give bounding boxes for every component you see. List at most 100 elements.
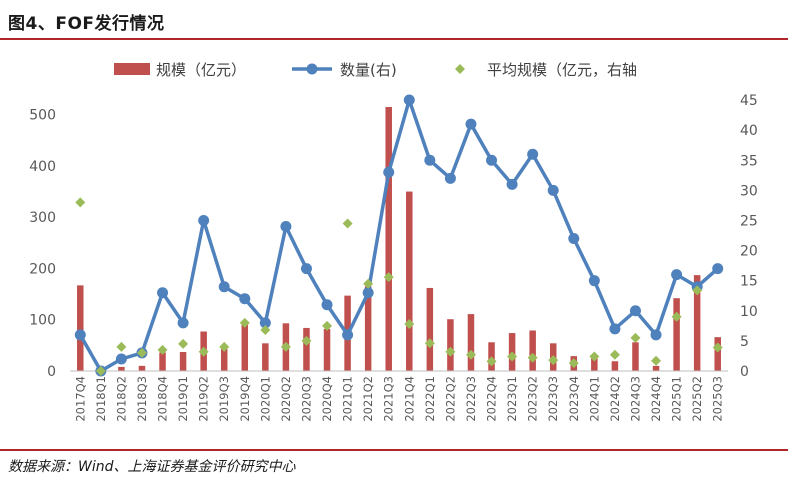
- line-series: [74, 94, 724, 377]
- x-tick-2021Q4: 2021Q4: [402, 376, 416, 422]
- count-point-2023Q2: [527, 148, 539, 160]
- bar-2021Q3: [385, 106, 392, 371]
- left-axis-tick-4: 400: [29, 159, 56, 175]
- scatter-series: [75, 197, 723, 376]
- legend-label-bar: 规模（亿元）: [156, 61, 246, 79]
- count-point-2017Q4: [74, 329, 86, 341]
- count-point-2022Q2: [444, 172, 456, 184]
- left-axis-tick-5: 500: [29, 108, 56, 124]
- x-tick-2022Q1: 2022Q1: [423, 376, 437, 422]
- count-point-2025Q3: [712, 263, 724, 275]
- right-axis-tick-0: 0: [740, 364, 749, 380]
- figure-title: 图4、FOF发行情况: [8, 14, 165, 34]
- x-tick-2025Q2: 2025Q2: [690, 376, 704, 422]
- count-point-2021Q4: [403, 94, 415, 106]
- legend-swatch-bar: [114, 63, 150, 75]
- avg-point-2024Q4: [651, 355, 662, 366]
- bar-2025Q1: [673, 298, 680, 371]
- avg-point-2023Q4: [568, 358, 579, 369]
- count-point-2019Q2: [198, 214, 210, 226]
- right-axis-tick-5: 25: [740, 213, 758, 229]
- count-point-2022Q3: [465, 118, 477, 130]
- x-tick-2017Q4: 2017Q4: [73, 376, 87, 422]
- x-tick-2022Q3: 2022Q3: [464, 376, 478, 422]
- count-point-2023Q3: [547, 184, 559, 196]
- count-point-2023Q4: [568, 233, 580, 245]
- x-tick-2024Q3: 2024Q3: [628, 376, 642, 422]
- bar-2024Q3: [632, 342, 639, 371]
- x-tick-2023Q3: 2023Q3: [546, 376, 560, 422]
- legend: 规模（亿元） 数量(右) 平均规模（亿元，右轴: [114, 61, 637, 79]
- x-tick-2022Q2: 2022Q2: [443, 376, 457, 422]
- left-axis-tick-1: 100: [29, 313, 56, 329]
- right-axis-tick-3: 15: [740, 274, 758, 290]
- bar-2017Q4: [77, 285, 84, 371]
- avg-point-2023Q2: [527, 352, 538, 363]
- avg-point-2024Q2: [609, 349, 620, 360]
- avg-point-2022Q4: [486, 356, 497, 367]
- count-point-2021Q1: [342, 329, 354, 341]
- avg-point-2020Q4: [322, 320, 333, 331]
- count-point-2024Q2: [609, 323, 621, 335]
- bar-2020Q1: [262, 343, 269, 371]
- x-tick-2019Q2: 2019Q2: [197, 376, 211, 422]
- avg-point-2024Q1: [589, 351, 600, 362]
- avg-point-2018Q2: [116, 341, 127, 352]
- bar-2022Q1: [426, 287, 434, 371]
- bar-2021Q4: [406, 191, 413, 371]
- x-tick-2019Q3: 2019Q3: [217, 376, 231, 422]
- top-rule: [0, 38, 788, 40]
- avg-point-2025Q3: [712, 342, 723, 353]
- x-tick-2025Q1: 2025Q1: [670, 376, 684, 422]
- count-point-2021Q3: [383, 166, 395, 178]
- bar-series: [77, 106, 721, 371]
- x-tick-2024Q1: 2024Q1: [587, 376, 601, 422]
- count-point-2024Q4: [650, 329, 662, 341]
- avg-point-2024Q3: [630, 332, 641, 343]
- avg-point-2020Q1: [260, 325, 271, 336]
- count-point-2020Q2: [280, 220, 292, 232]
- bar-2019Q3: [220, 348, 228, 371]
- bar-2025Q2: [693, 275, 701, 371]
- count-point-2019Q4: [239, 293, 251, 305]
- count-point-2020Q1: [259, 317, 271, 329]
- bar-2019Q1: [179, 352, 187, 371]
- right-axis-tick-2: 10: [740, 304, 758, 320]
- avg-point-2018Q3: [136, 347, 147, 358]
- x-tick-2018Q2: 2018Q2: [114, 376, 128, 422]
- bar-2021Q2: [364, 286, 372, 371]
- count-point-2020Q3: [300, 263, 312, 275]
- x-tick-2021Q2: 2021Q2: [361, 376, 375, 422]
- count-point-2022Q1: [424, 154, 436, 166]
- bar-2019Q4: [241, 321, 249, 371]
- avg-point-2019Q2: [198, 346, 209, 357]
- x-tick-2023Q4: 2023Q4: [567, 376, 581, 422]
- x-tick-2021Q3: 2021Q3: [382, 376, 396, 422]
- count-point-2023Q1: [506, 178, 518, 190]
- avg-point-2021Q1: [342, 218, 353, 229]
- count-point-2019Q3: [218, 281, 230, 293]
- bar-2020Q4: [323, 328, 331, 371]
- left-axis-tick-2: 200: [29, 261, 56, 277]
- x-tick-2023Q1: 2023Q1: [505, 376, 519, 422]
- avg-point-2019Q3: [219, 341, 230, 352]
- avg-point-2022Q3: [465, 349, 476, 360]
- count-point-2021Q2: [362, 287, 374, 299]
- right-axis-tick-8: 40: [740, 123, 758, 139]
- bar-2020Q3: [303, 327, 310, 371]
- count-point-2018Q4: [157, 287, 169, 299]
- count-point-2022Q4: [486, 154, 498, 166]
- bar-2018Q3: [138, 365, 146, 371]
- right-axis-tick-9: 45: [740, 93, 758, 109]
- left-axis: 0 100 200 300 400 500: [29, 108, 56, 380]
- x-tick-2025Q3: 2025Q3: [711, 376, 725, 422]
- right-axis-tick-1: 5: [740, 334, 749, 350]
- right-axis-tick-7: 35: [740, 153, 758, 169]
- bar-2025Q3: [714, 337, 721, 371]
- count-point-2024Q1: [588, 275, 600, 287]
- source-note: 数据来源：Wind、上海证券基金评价研究中心: [8, 459, 296, 475]
- avg-point-2022Q2: [445, 346, 456, 357]
- count-point-2024Q3: [629, 305, 641, 317]
- x-tick-2020Q3: 2020Q3: [299, 376, 313, 422]
